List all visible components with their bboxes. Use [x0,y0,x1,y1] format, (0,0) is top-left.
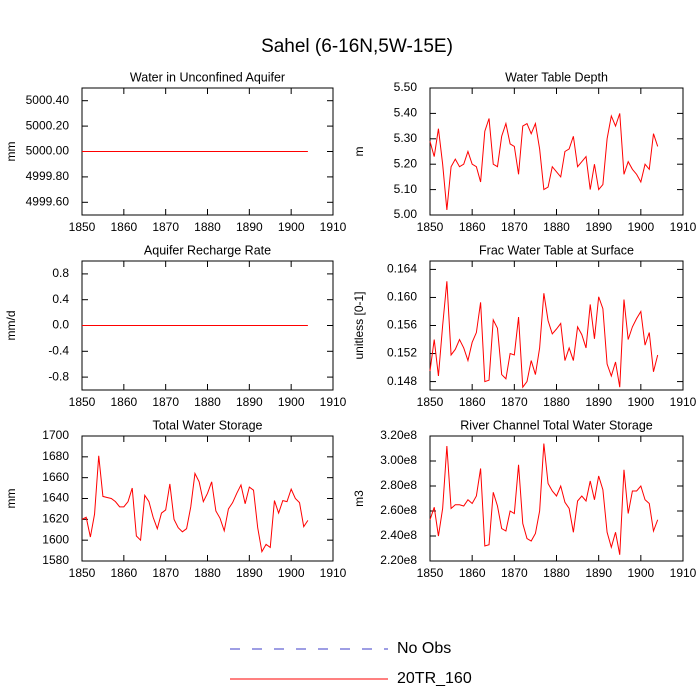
y-tick-label: 1660 [42,470,69,484]
y-tick-label: 4999.60 [26,194,70,208]
x-tick-label: 1890 [585,395,612,409]
x-tick-label: 1850 [417,395,444,409]
y-tick-label: 1580 [42,553,69,567]
y-tick-label: 0.156 [387,318,417,332]
y-tick-label: 5.10 [394,182,418,196]
x-tick-label: 1870 [152,395,179,409]
y-tick-label: 5.30 [394,131,418,145]
x-tick-label: 1850 [417,566,444,580]
panel-title: Aquifer Recharge Rate [144,243,271,257]
y-axis-label: mm [4,489,18,509]
y-axis-label: mm [4,142,18,162]
y-tick-label: 0.0 [52,318,69,332]
x-tick-label: 1910 [320,395,347,409]
x-tick-label: 1910 [320,566,347,580]
x-tick-label: 1880 [194,395,221,409]
x-tick-label: 1870 [501,220,528,234]
y-axis-label: m [352,147,366,157]
y-tick-label: 5.40 [394,106,418,120]
x-tick-label: 1910 [670,395,697,409]
x-tick-label: 1850 [69,220,96,234]
y-tick-label: 1680 [42,449,69,463]
data-line [81,455,309,554]
x-tick-label: 1910 [670,220,697,234]
x-tick-label: 1850 [69,566,96,580]
y-axis-label: m3 [352,490,366,507]
y-tick-label: 5000.20 [26,118,70,132]
data-line [429,281,659,389]
y-tick-label: 3.20e8 [380,428,417,442]
x-tick-label: 1850 [69,395,96,409]
panel-title: River Channel Total Water Storage [460,418,653,432]
y-tick-label: 0.4 [52,292,69,306]
x-tick-label: 1870 [152,566,179,580]
y-tick-label: 5.50 [394,80,418,94]
x-tick-label: 1870 [152,220,179,234]
panel-title: Water Table Depth [505,70,608,84]
x-tick-label: 1860 [110,395,137,409]
x-tick-label: 1900 [627,220,654,234]
panel-title: Frac Water Table at Surface [479,243,634,257]
x-tick-label: 1860 [459,395,486,409]
y-tick-label: 5000.00 [26,144,70,158]
x-tick-label: 1880 [543,566,570,580]
x-tick-label: 1860 [110,566,137,580]
x-tick-label: 1870 [501,395,528,409]
y-tick-label: 3.00e8 [380,453,417,467]
figure-title: Sahel (6-16N,5W-15E) [261,36,453,57]
y-tick-label: 5000.40 [26,93,70,107]
x-tick-label: 1910 [670,566,697,580]
x-tick-label: 1860 [110,220,137,234]
data-line [429,443,659,555]
x-tick-label: 1900 [278,220,305,234]
data-line [429,113,659,210]
y-tick-label: 0.152 [387,346,417,360]
x-tick-label: 1880 [194,220,221,234]
x-tick-label: 1900 [627,566,654,580]
y-axis-label: mm/d [4,311,18,341]
y-axis-label: unitless [0-1] [352,291,366,359]
y-tick-label: 5.00 [394,207,418,221]
legend-label: No Obs [397,640,451,657]
x-tick-label: 1880 [194,566,221,580]
x-tick-label: 1860 [459,566,486,580]
x-tick-label: 1890 [585,566,612,580]
x-tick-label: 1900 [627,395,654,409]
panel-title: Water in Unconfined Aquifer [130,70,285,84]
y-tick-label: 2.20e8 [380,553,417,567]
y-tick-label: 0.160 [387,290,417,304]
x-tick-label: 1890 [236,220,263,234]
y-tick-label: 0.8 [52,266,69,280]
x-tick-label: 1880 [543,220,570,234]
y-tick-label: 0.164 [387,262,417,276]
y-tick-label: 1640 [42,491,69,505]
y-tick-label: 5.20 [394,156,418,170]
y-tick-label: 1700 [42,428,69,442]
x-tick-label: 1850 [417,220,444,234]
y-tick-label: 2.40e8 [380,528,417,542]
y-tick-label: -0.4 [48,343,69,357]
y-tick-label: 2.60e8 [380,503,417,517]
x-tick-label: 1860 [459,220,486,234]
x-tick-label: 1880 [543,395,570,409]
x-tick-label: 1890 [585,220,612,234]
y-tick-label: 1620 [42,512,69,526]
y-tick-label: 4999.80 [26,169,70,183]
x-tick-label: 1870 [501,566,528,580]
panel-title: Total Water Storage [152,418,262,432]
plot-frame [429,260,684,391]
x-tick-label: 1900 [278,395,305,409]
y-tick-label: 1600 [42,532,69,546]
y-tick-label: -0.8 [48,369,69,383]
x-tick-label: 1890 [236,395,263,409]
x-tick-label: 1910 [320,220,347,234]
y-tick-label: 0.148 [387,374,417,388]
legend-label: 20TR_160 [397,670,472,687]
x-tick-label: 1900 [278,566,305,580]
y-tick-label: 2.80e8 [380,478,417,492]
x-tick-label: 1890 [236,566,263,580]
